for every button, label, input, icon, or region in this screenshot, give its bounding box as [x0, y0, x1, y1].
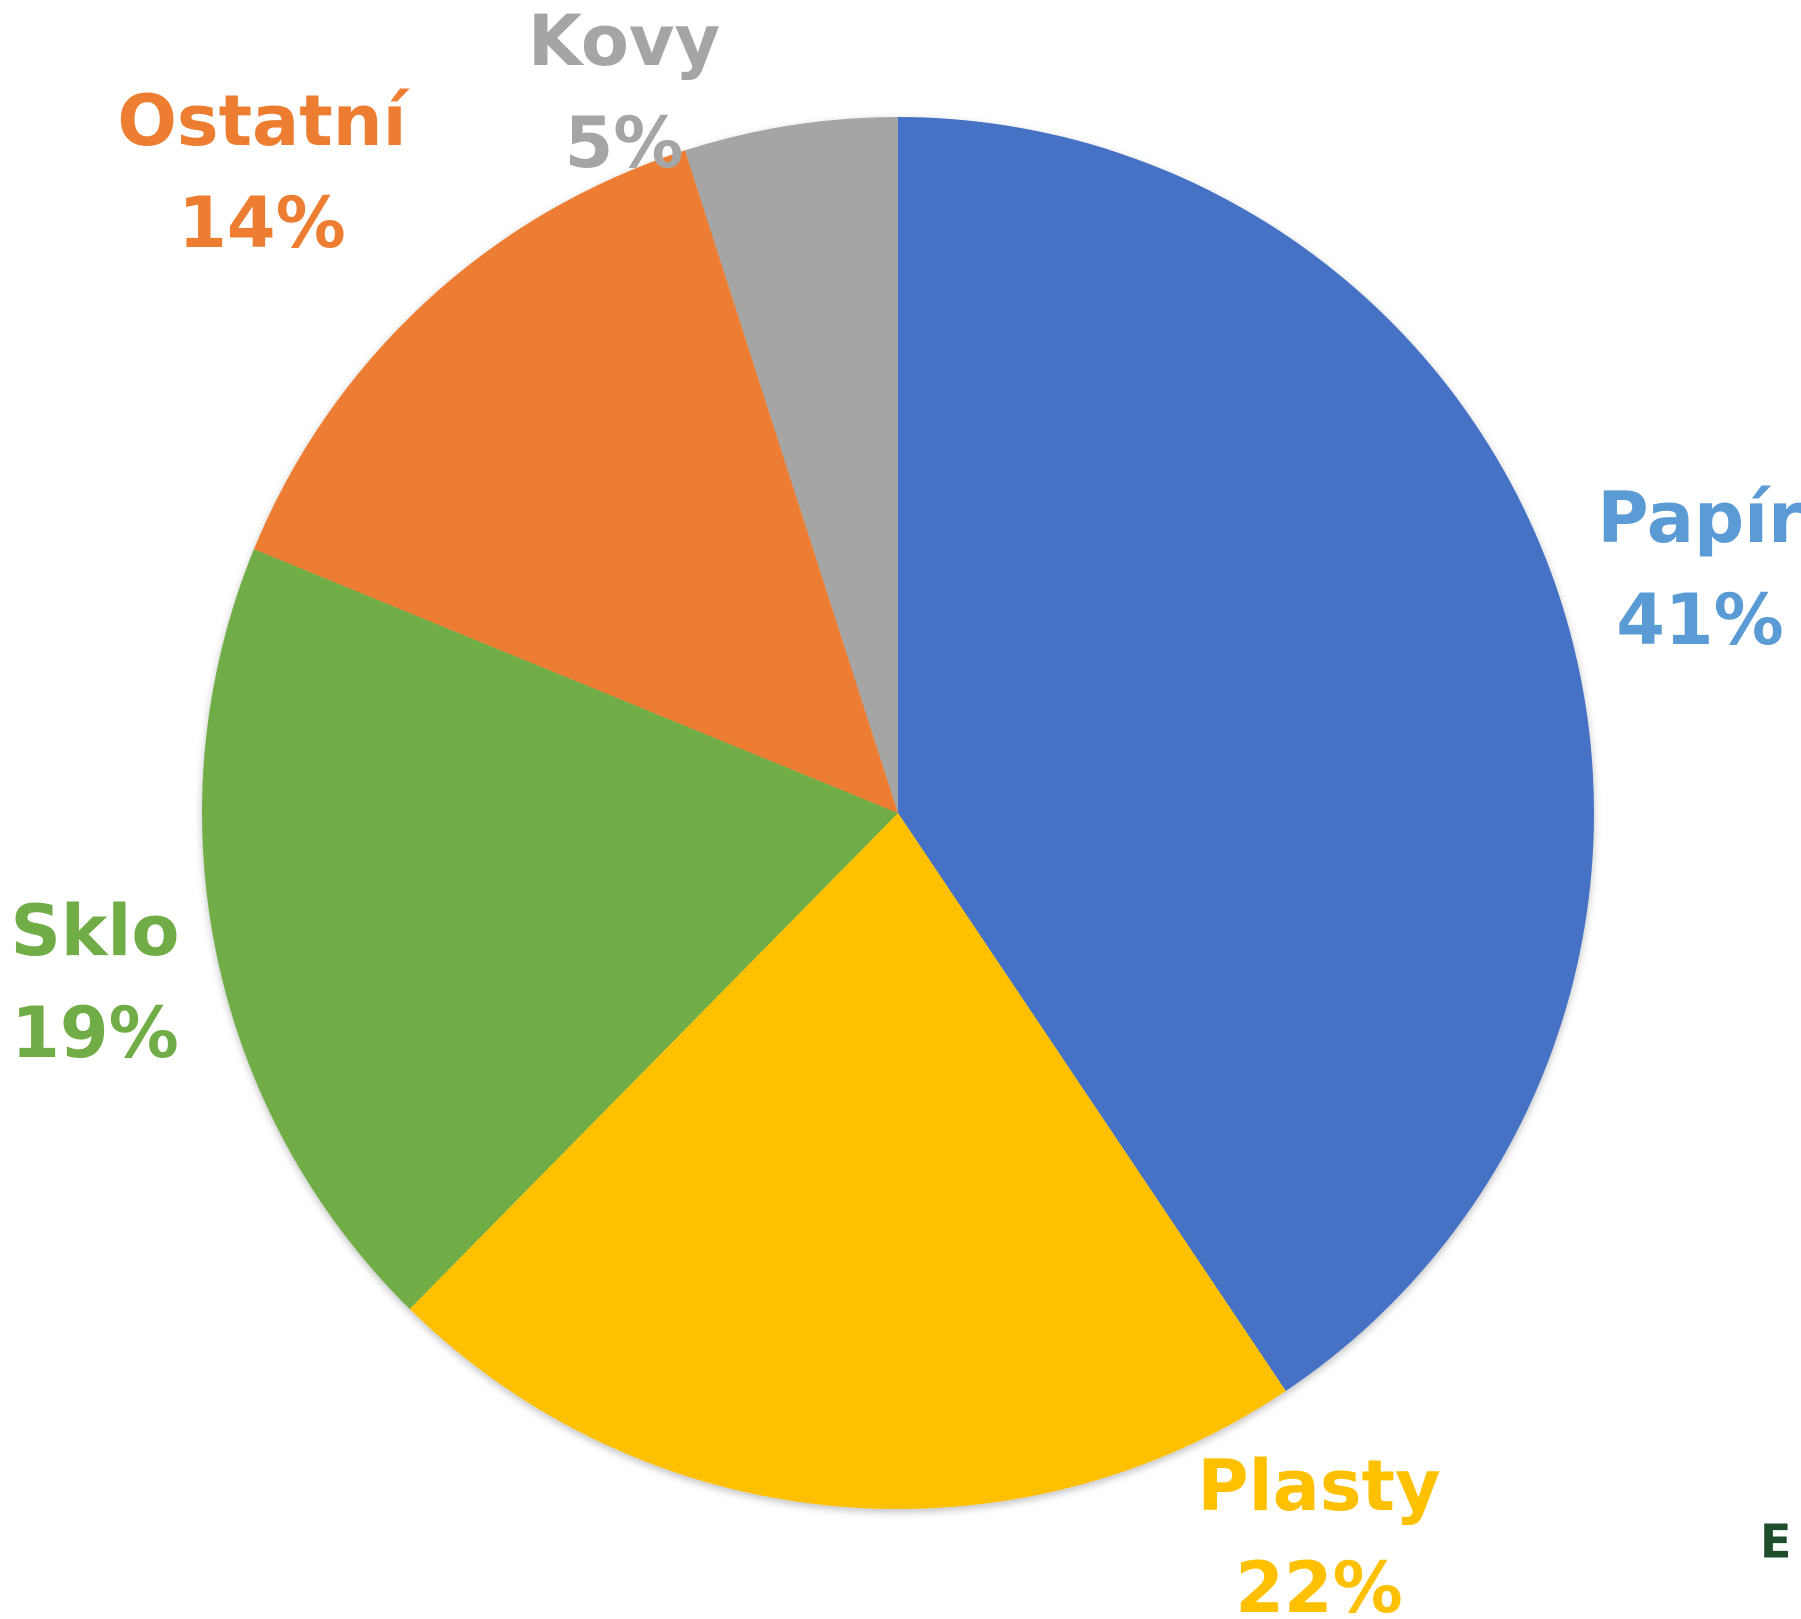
- slice-label: Kovy: [528, 0, 720, 82]
- slice-label: Plasty: [1197, 1445, 1440, 1527]
- slice-label: Sklo: [10, 890, 179, 972]
- slice-value-label: 41%: [1616, 579, 1784, 661]
- pie-slice: [684, 117, 898, 813]
- pie-slice: [201, 549, 898, 1309]
- pie-slice: [253, 150, 899, 814]
- pie-slice: [409, 813, 1286, 1510]
- watermark: EK: [1760, 1515, 1801, 1569]
- pie: [201, 117, 1594, 1510]
- slice-label: Papír: [1597, 477, 1801, 559]
- slice-value-label: 19%: [11, 992, 179, 1074]
- slice-label: Ostatní: [117, 80, 410, 162]
- slice-value-label: 14%: [178, 182, 346, 264]
- slice-value-label: 22%: [1235, 1547, 1403, 1619]
- slice-value-label: 5%: [565, 102, 684, 184]
- pie-slice: [898, 117, 1594, 1391]
